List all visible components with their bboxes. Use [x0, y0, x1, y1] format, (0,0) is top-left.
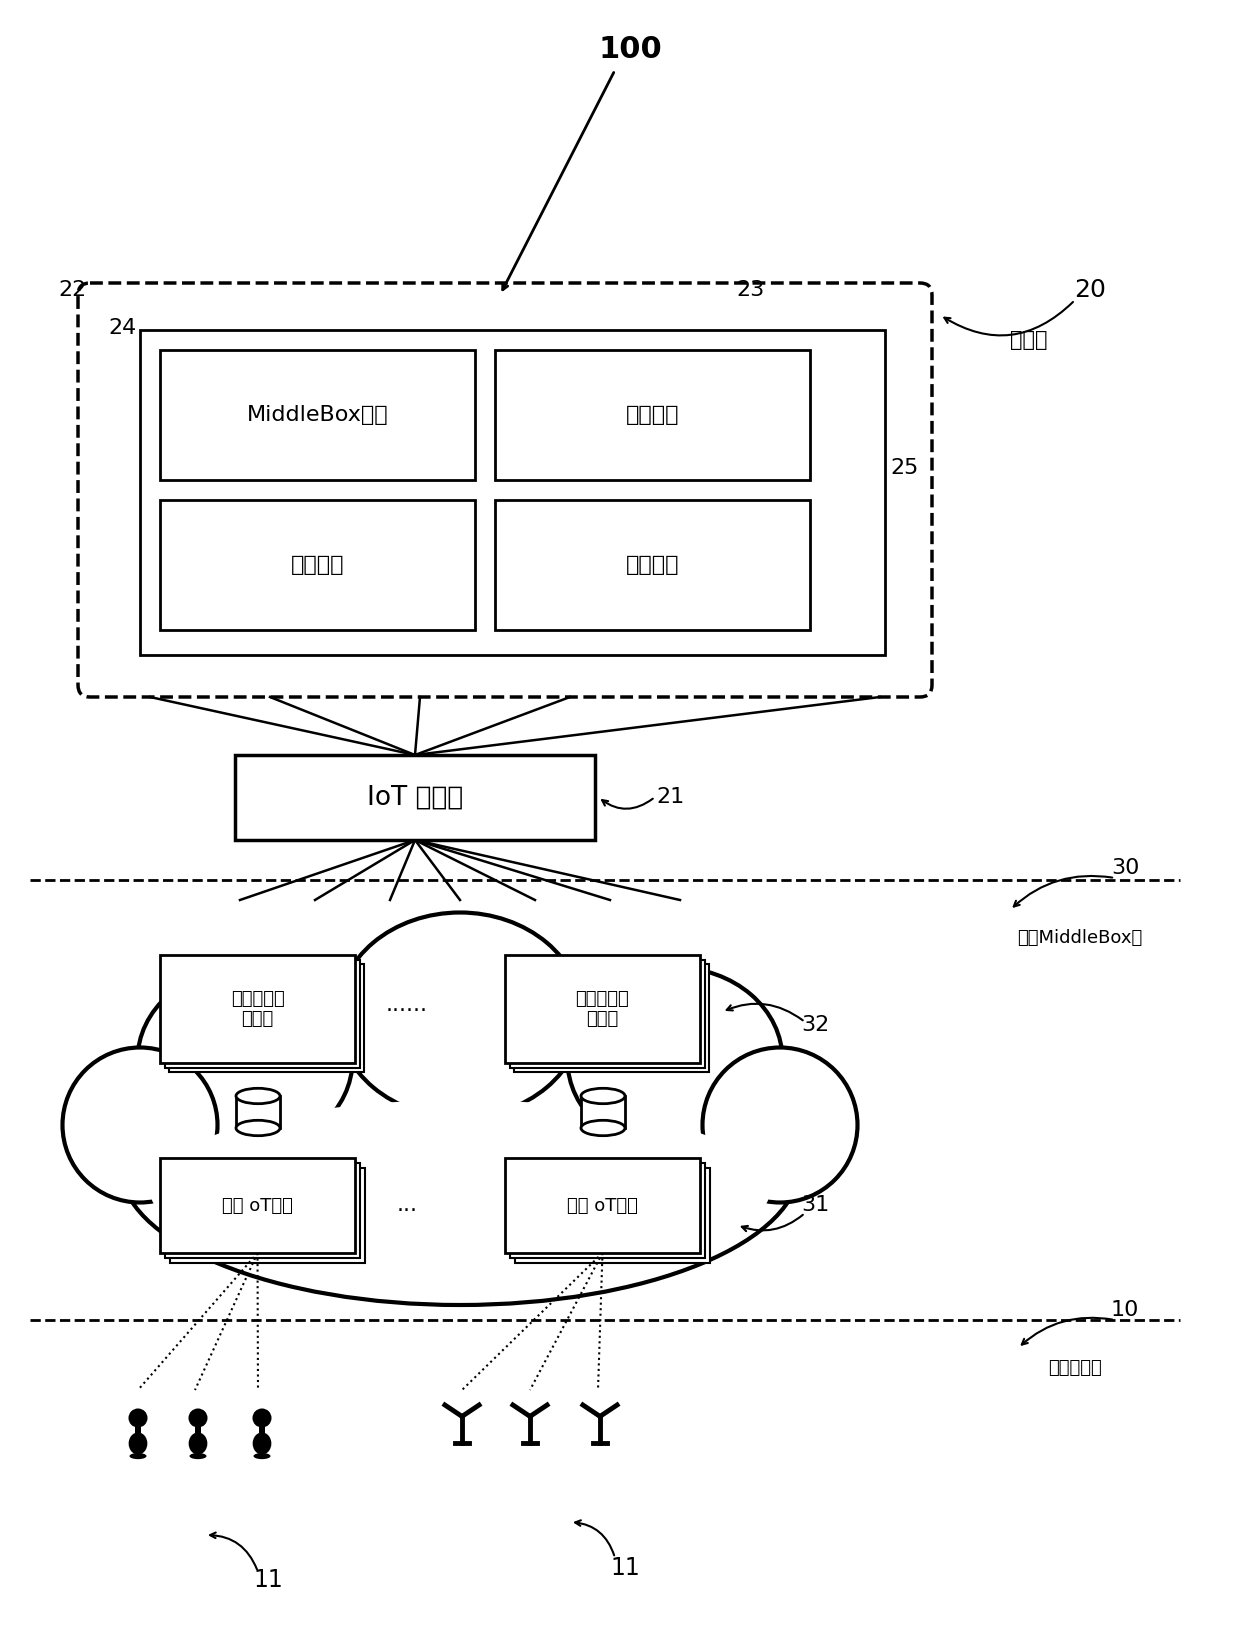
Circle shape [129, 1409, 148, 1428]
Text: 22: 22 [58, 280, 86, 299]
Text: 虚拟 oT设备: 虚拟 oT设备 [222, 1196, 293, 1214]
Bar [169, 964, 365, 1072]
Circle shape [188, 1409, 207, 1428]
Bar [170, 1168, 365, 1263]
Bar [195, 1427, 201, 1435]
Ellipse shape [236, 1121, 280, 1135]
Bar [515, 964, 709, 1072]
Ellipse shape [188, 1433, 207, 1454]
Text: 20: 20 [1074, 278, 1106, 303]
Text: 30: 30 [1111, 857, 1140, 879]
Text: 上下文感知
监控器: 上下文感知 监控器 [231, 990, 284, 1029]
Bar [510, 960, 706, 1068]
Bar [259, 1427, 264, 1435]
Text: 100: 100 [598, 36, 662, 64]
Ellipse shape [150, 1099, 770, 1279]
Text: ......: ...... [386, 995, 428, 1014]
Text: 32: 32 [801, 1014, 830, 1036]
Bar [495, 350, 810, 479]
Bar [510, 1163, 706, 1258]
Text: IoT 控制器: IoT 控制器 [367, 785, 463, 810]
Ellipse shape [129, 1433, 148, 1454]
Text: 虚拟MiddleBox层: 虚拟MiddleBox层 [1017, 929, 1142, 947]
Bar [515, 1168, 711, 1263]
Ellipse shape [582, 1121, 625, 1135]
Text: 物理设备层: 物理设备层 [1048, 1360, 1102, 1378]
Bar [236, 754, 595, 839]
Ellipse shape [582, 1088, 625, 1104]
Bar [495, 501, 810, 630]
Text: 流量管理: 流量管理 [626, 406, 680, 425]
Bar [165, 960, 360, 1068]
Text: 24: 24 [108, 317, 136, 339]
Text: 10: 10 [1111, 1301, 1140, 1320]
Ellipse shape [138, 967, 352, 1152]
Text: 11: 11 [610, 1556, 640, 1580]
Ellipse shape [568, 967, 782, 1152]
Bar [165, 1163, 360, 1258]
Text: 上下文感知
监控器: 上下文感知 监控器 [575, 990, 630, 1029]
Text: 虚拟 oT设备: 虚拟 oT设备 [567, 1196, 637, 1214]
Ellipse shape [703, 1047, 858, 1202]
Text: 控制层: 控制层 [1011, 330, 1048, 350]
Ellipse shape [120, 1026, 800, 1306]
Text: MiddleBox管理: MiddleBox管理 [247, 406, 388, 425]
Bar [505, 1158, 701, 1253]
Ellipse shape [190, 1453, 207, 1459]
Text: 21: 21 [656, 787, 684, 807]
Ellipse shape [253, 1433, 272, 1454]
Ellipse shape [337, 913, 583, 1117]
Ellipse shape [236, 1088, 280, 1104]
Text: 25: 25 [890, 458, 919, 478]
Ellipse shape [253, 1453, 270, 1459]
Bar [140, 330, 885, 654]
FancyBboxPatch shape [78, 283, 932, 697]
Bar [135, 1427, 140, 1435]
Text: 网络监控: 网络监控 [626, 555, 680, 574]
Ellipse shape [129, 1453, 146, 1459]
Ellipse shape [62, 1047, 217, 1202]
Text: 11: 11 [253, 1567, 283, 1592]
Bar [505, 955, 701, 1063]
Bar [160, 350, 475, 479]
Bar [160, 955, 355, 1063]
Text: 31: 31 [801, 1194, 830, 1216]
Bar [236, 1096, 280, 1127]
Text: 23: 23 [735, 280, 764, 299]
Bar [160, 1158, 355, 1253]
Text: 策略管理: 策略管理 [290, 555, 345, 574]
Text: ...: ... [397, 1194, 418, 1216]
Circle shape [253, 1409, 272, 1428]
Bar [582, 1096, 625, 1127]
Bar [160, 501, 475, 630]
